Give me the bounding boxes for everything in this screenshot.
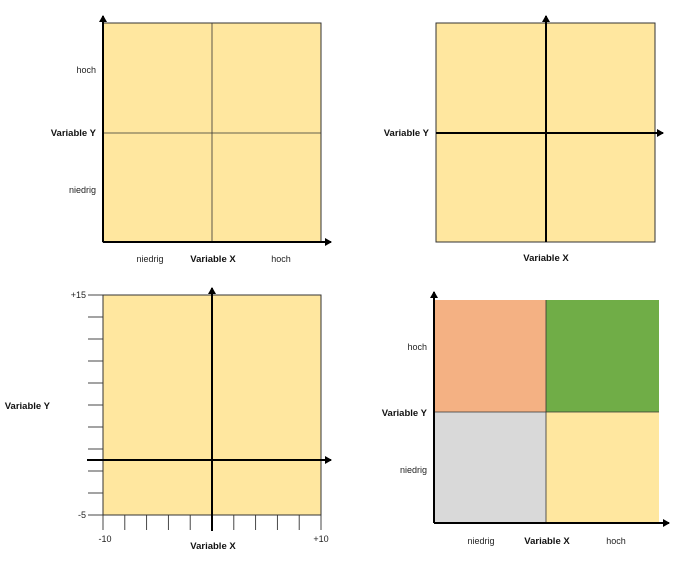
panel-4-x-axis-label: Variable X — [524, 536, 570, 547]
panel-3-x-axis-label: Variable X — [190, 541, 236, 552]
panel-1-x-axis-label: Variable X — [190, 254, 236, 265]
panel-2-y-axis-label: Variable Y — [384, 128, 430, 139]
panel-4-x-high-label: hoch — [606, 536, 626, 546]
panel-4-quadrant-top-right — [546, 300, 659, 412]
panel-3-x-ticks — [102, 515, 322, 530]
panel-1-x-high-label: hoch — [271, 254, 291, 264]
panel-3-y-min-label: -5 — [78, 510, 86, 520]
panel-2-quadrant: Variable Y Variable X — [384, 15, 664, 264]
panel-1-y-high-label: hoch — [76, 65, 96, 75]
panel-4-y-high-label: hoch — [407, 342, 427, 352]
panel-2-x-axis-label: Variable X — [523, 253, 569, 264]
panel-1-quadrant: hoch Variable Y niedrig niedrig Variable… — [51, 15, 332, 265]
panel-4-quadrant-bottom-right — [546, 412, 659, 523]
panel-4-x-low-label: niedrig — [467, 536, 494, 546]
panel-4-y-low-label: niedrig — [400, 465, 427, 475]
panel-4-quadrant-bottom-left — [434, 412, 546, 523]
panel-1-y-axis-label: Variable Y — [51, 128, 97, 139]
panel-3-y-axis-label: Variable Y — [5, 401, 51, 412]
panel-1-x-low-label: niedrig — [136, 254, 163, 264]
panel-3-x-min-label: -10 — [98, 534, 111, 544]
panel-1-y-low-label: niedrig — [69, 185, 96, 195]
panel-3-y-ticks — [88, 294, 103, 516]
panel-4-y-axis-label: Variable Y — [382, 408, 428, 419]
panel-3-y-max-label: +15 — [71, 290, 86, 300]
panel-4-quadrant-top-left — [434, 300, 546, 412]
panel-4-quadrant: hoch Variable Y niedrig niedrig Variable… — [382, 291, 670, 547]
panel-3-quadrant: +15 -5 Variable Y -10 Variable X +10 — [5, 287, 332, 552]
panel-3-x-max-label: +10 — [313, 534, 328, 544]
